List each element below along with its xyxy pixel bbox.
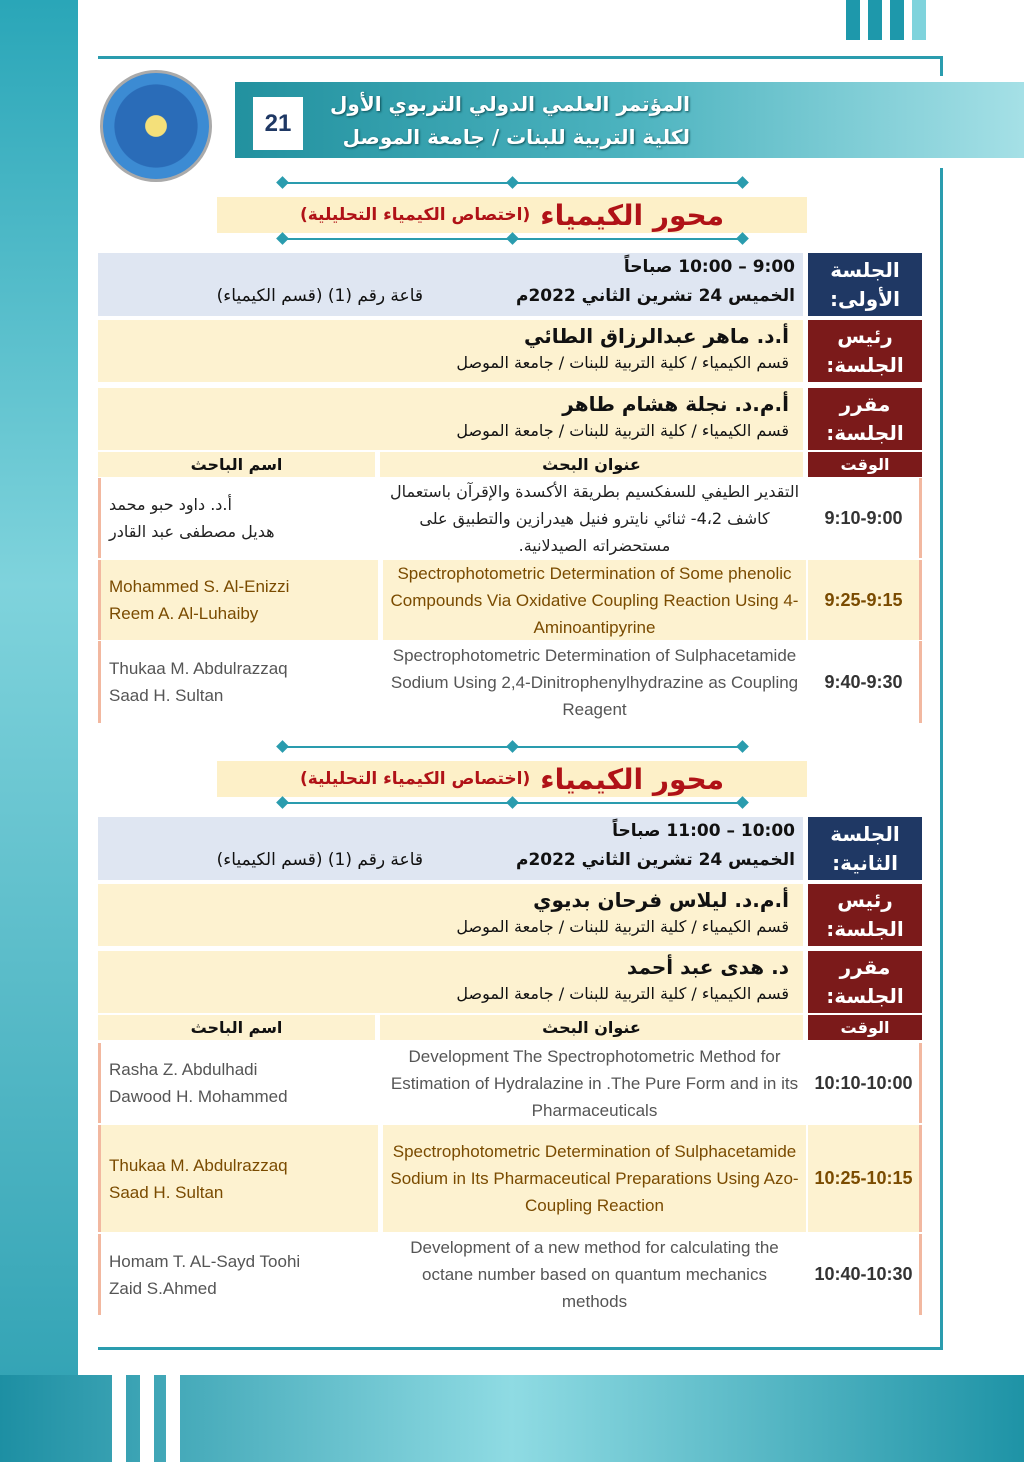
table-row: Homam T. AL-Sayd Toohi Zaid S.Ahmed Deve…	[98, 1234, 922, 1315]
topic-sub: (اختصاص الكيمياء التحليلية)	[299, 769, 531, 789]
authors-cell: Thukaa M. Abdulrazzaq Saad H. Sultan	[101, 641, 378, 723]
time-slot: 9:10-9:00	[808, 478, 919, 558]
session-time: 10:00 – 11:00 صباحاً	[612, 821, 795, 841]
authors-cell: Thukaa M. Abdulrazzaq Saad H. Sultan	[101, 1125, 378, 1232]
rap-affiliation: قسم الكيمياء / كلية التربية للبنات / جام…	[456, 421, 789, 440]
topic-main: محور الكيمياء	[540, 198, 725, 232]
author-name: Zaid S.Ahmed	[109, 1278, 217, 1298]
session-label: الجلسة الأولى:	[808, 253, 922, 316]
page-number: 21	[253, 97, 303, 150]
author-name: Mohammed S. Al-Enizzi	[109, 577, 290, 596]
topic-main: محور الكيمياء	[540, 762, 725, 796]
rap-affiliation: قسم الكيمياء / كلية التربية للبنات / جام…	[456, 984, 789, 1003]
session-info: 10:00 – 11:00 صباحاً الخميس 24 تشرين الث…	[98, 817, 803, 880]
ornament-divider	[275, 740, 750, 754]
chair-label: رئيس الجلسة:	[808, 320, 922, 382]
chair-info: أ.م.د. ليلاس فرحان بديوي قسم الكيمياء / …	[98, 884, 803, 946]
author-name: Thukaa M. Abdulrazzaq	[109, 659, 288, 678]
author-name: Homam T. AL-Sayd Toohi	[109, 1251, 301, 1271]
chair-affiliation: قسم الكيمياء / كلية التربية للبنات / جام…	[456, 353, 789, 372]
topic-title: محور الكيمياء (اختصاص الكيمياء التحليلية)	[217, 761, 807, 797]
decor-bar	[868, 0, 882, 40]
rap-label: مقرر الجلسة:	[808, 951, 922, 1013]
table-row: أ.د. داود حبو محمد هديل مصطفى عبد القادر …	[98, 478, 922, 558]
session-label: الجلسة الثانية:	[808, 817, 922, 880]
author-name: هديل مصطفى عبد القادر	[109, 522, 275, 541]
col-header-author: اسم الباحث	[98, 1015, 375, 1040]
authors-cell: Homam T. AL-Sayd Toohi Zaid S.Ahmed	[101, 1234, 378, 1315]
time-slot: 10:10-10:00	[808, 1043, 919, 1123]
ornament-divider	[275, 796, 750, 810]
chair-label: رئيس الجلسة:	[808, 884, 922, 946]
time-slot: 10:25-10:15	[808, 1125, 919, 1232]
conference-title: المؤتمر العلمي الدولي التربوي الأول لكلي…	[320, 88, 690, 154]
chair-affiliation: قسم الكيمياء / كلية التربية للبنات / جام…	[456, 917, 789, 936]
paper-title: Development The Spectrophotometric Metho…	[383, 1043, 806, 1123]
table-row: Rasha Z. Abdulhadi Dawood H. Mohammed Dev…	[98, 1043, 922, 1123]
time-slot: 9:40-9:30	[808, 641, 919, 723]
time-slot: 10:40-10:30	[808, 1234, 919, 1315]
header-banner	[235, 82, 1024, 158]
col-header-title: عنوان البحث	[380, 1015, 803, 1040]
decor-bar	[912, 0, 926, 40]
authors-cell: Mohammed S. Al-Enizzi Reem A. Al-Luhaiby	[101, 560, 378, 640]
table-row: Thukaa M. Abdulrazzaq Saad H. Sultan Spec…	[98, 641, 922, 723]
decor-bar	[112, 1375, 126, 1462]
session-info: 9:00 – 10:00 صباحاً الخميس 24 تشرين الثا…	[98, 253, 803, 316]
author-name: أ.د. داود حبو محمد	[109, 495, 232, 514]
rap-name: أ.م.د. نجلة هشام طاهر	[562, 392, 789, 416]
authors-cell: أ.د. داود حبو محمد هديل مصطفى عبد القادر	[101, 478, 378, 558]
rap-info: أ.م.د. نجلة هشام طاهر قسم الكيمياء / كلي…	[98, 388, 803, 450]
conference-title-line1: المؤتمر العلمي الدولي التربوي الأول	[330, 92, 690, 116]
paper-title: Spectrophotometric Determination of Some…	[383, 560, 806, 640]
author-name: Reem A. Al-Luhaiby	[109, 604, 259, 623]
decor-bar	[846, 0, 860, 40]
author-name: Saad H. Sultan	[109, 686, 224, 705]
author-name: Rasha Z. Abdulhadi	[109, 1060, 258, 1079]
topic-title: محور الكيمياء (اختصاص الكيمياء التحليلية)	[217, 197, 807, 233]
session-time: 9:00 – 10:00 صباحاً	[623, 257, 795, 277]
chair-name: أ.م.د. ليلاس فرحان بديوي	[533, 888, 789, 912]
col-header-author: اسم الباحث	[98, 452, 375, 477]
chair-name: أ.د. ماهر عبدالرزاق الطائي	[524, 324, 789, 348]
author-name: Saad H. Sultan	[109, 1182, 224, 1202]
decor-bar	[890, 0, 904, 40]
rap-name: د. هدى عبد أحمد	[626, 955, 789, 979]
col-header-title: عنوان البحث	[380, 452, 803, 477]
ornament-divider	[275, 232, 750, 246]
frame-line-top	[98, 56, 943, 59]
authors-cell: Rasha Z. Abdulhadi Dawood H. Mohammed	[101, 1043, 378, 1123]
paper-title: Spectrophotometric Determination of Sulp…	[383, 641, 806, 723]
time-slot: 9:25-9:15	[808, 560, 919, 640]
session-room: قاعة رقم (1) (قسم الكيمياء)	[216, 286, 423, 306]
frame-line-right	[940, 168, 943, 1350]
decor-bar	[140, 1375, 154, 1462]
conference-logo	[100, 70, 212, 182]
decor-bar	[166, 1375, 180, 1462]
session-date: الخميس 24 تشرين الثاني 2022م	[515, 850, 795, 870]
paper-title: Spectrophotometric Determination of Sulp…	[383, 1125, 806, 1232]
chair-info: أ.د. ماهر عبدالرزاق الطائي قسم الكيمياء …	[98, 320, 803, 382]
table-row: Thukaa M. Abdulrazzaq Saad H. Sultan Spec…	[98, 1125, 922, 1232]
author-name: Thukaa M. Abdulrazzaq	[109, 1155, 288, 1175]
col-header-time: الوقت	[808, 1015, 922, 1040]
frame-line-right	[940, 56, 943, 76]
paper-title: التقدير الطيفي للسفكسيم بطريقة الأكسدة و…	[383, 478, 806, 558]
ornament-divider	[275, 176, 750, 190]
session-room: قاعة رقم (1) (قسم الكيمياء)	[216, 850, 423, 870]
topic-sub: (اختصاص الكيمياء التحليلية)	[299, 205, 531, 225]
rap-label: مقرر الجلسة:	[808, 388, 922, 450]
paper-title: Development of a new method for calculat…	[383, 1234, 806, 1315]
session-date: الخميس 24 تشرين الثاني 2022م	[515, 286, 795, 306]
author-name: Dawood H. Mohammed	[109, 1087, 288, 1106]
table-row: Mohammed S. Al-Enizzi Reem A. Al-Luhaiby …	[98, 560, 922, 640]
frame-line-bottom	[98, 1347, 943, 1350]
conference-title-line2: لكلية التربية للبنات / جامعة الموصل	[342, 125, 690, 149]
rap-info: د. هدى عبد أحمد قسم الكيمياء / كلية التر…	[98, 951, 803, 1013]
col-header-time: الوقت	[808, 452, 922, 477]
